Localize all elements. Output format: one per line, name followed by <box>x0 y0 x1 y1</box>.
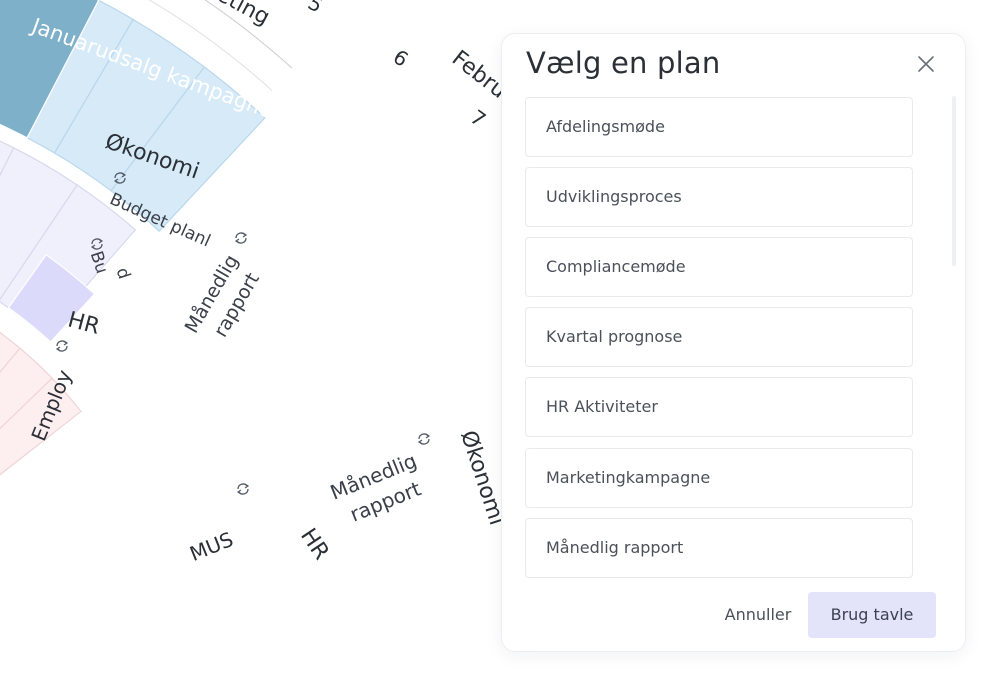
refresh-icon <box>234 232 248 244</box>
bud-label-2: d <box>112 265 134 281</box>
outer-ring-line <box>204 0 293 69</box>
refresh-icon <box>113 172 127 184</box>
campaign-cell <box>110 66 266 233</box>
choose-plan-dialog: Vælg en plan Afdelingsmøde Udviklingspro… <box>501 33 966 652</box>
ring-label-hr-right: HR <box>295 524 334 564</box>
plan-item-marketingkampagne[interactable]: Marketingkampagne <box>525 448 913 508</box>
plan-item-hr-aktiviteter[interactable]: HR Aktiviteter <box>525 377 913 437</box>
ring-label-hr-top: HR <box>65 308 102 340</box>
week-number-7: 7 <box>466 105 490 132</box>
ring-label-marketing-partial: eting <box>212 0 273 30</box>
plan-list-scrollbar[interactable] <box>952 96 956 266</box>
january-campaign-event <box>0 0 100 139</box>
close-button[interactable] <box>912 50 940 78</box>
okonomi-cell <box>0 147 78 301</box>
plan-item-kvartal-prognose[interactable]: Kvartal prognose <box>525 307 913 367</box>
week-ring-line <box>148 0 273 91</box>
mus-label: MUS <box>186 527 236 566</box>
monthly-report-event-2 <box>7 253 96 343</box>
refresh-icon <box>236 483 250 495</box>
refresh-icon <box>417 433 431 445</box>
close-icon <box>918 56 934 72</box>
hr-cell <box>0 347 53 430</box>
cancel-button[interactable]: Annuller <box>724 605 792 624</box>
use-board-button[interactable]: Brug tavle <box>808 592 936 638</box>
dialog-title: Vælg en plan <box>526 46 721 80</box>
plan-item-udviklingsproces[interactable]: Udviklingsproces <box>525 167 913 227</box>
week-number-6: 6 <box>389 45 413 72</box>
week-number-5: 5 <box>304 0 327 18</box>
refresh-icon <box>55 340 69 352</box>
refresh-icon <box>90 238 104 250</box>
plan-item-manedlig-rapport[interactable]: Månedlig rapport <box>525 518 913 578</box>
hr-cell <box>0 331 21 373</box>
plan-item-compliancemode[interactable]: Compliancemøde <box>525 237 913 297</box>
hr-cell <box>0 377 82 476</box>
okonomi-cell <box>0 140 15 177</box>
plan-item-afdelingsmode[interactable]: Afdelingsmøde <box>525 97 913 157</box>
